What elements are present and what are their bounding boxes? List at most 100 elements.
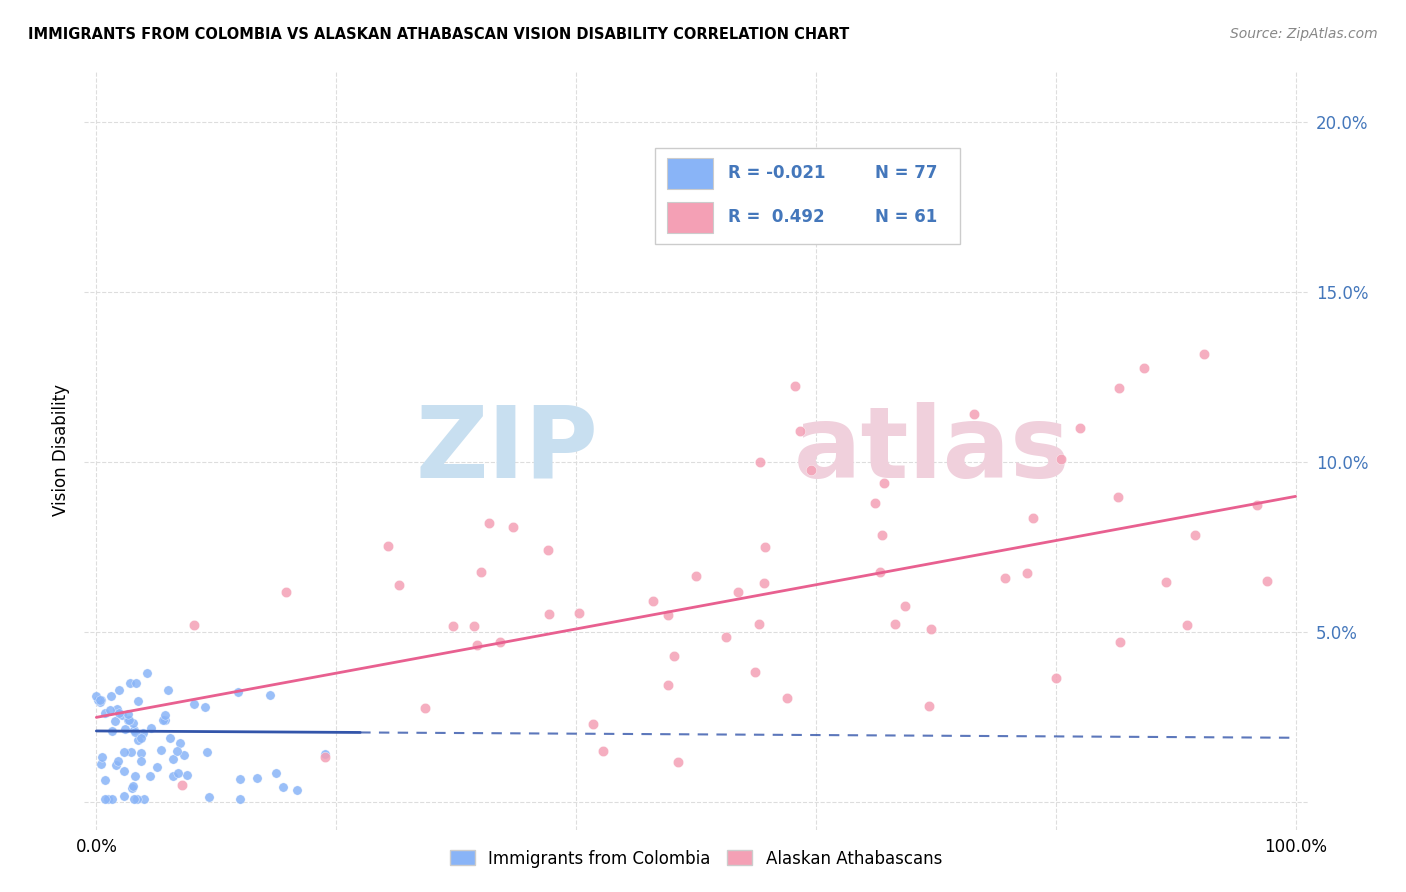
- Point: [963, 408, 986, 422]
- Point: [863, 496, 886, 510]
- Point: [127, 694, 149, 708]
- Point: [117, 706, 139, 721]
- Point: [124, 725, 146, 739]
- Point: [1154, 575, 1177, 590]
- Point: [198, 789, 221, 804]
- Point: [1108, 634, 1130, 648]
- Point: [685, 569, 707, 583]
- Point: [90, 756, 112, 771]
- Point: [259, 688, 281, 702]
- Point: [101, 723, 124, 738]
- Point: [112, 745, 135, 759]
- Point: [1184, 528, 1206, 542]
- Text: N = 61: N = 61: [875, 209, 938, 227]
- Point: [153, 713, 176, 727]
- Point: [159, 731, 181, 745]
- Point: [1108, 382, 1130, 396]
- Point: [752, 576, 775, 591]
- Point: [1022, 510, 1045, 524]
- Point: [136, 666, 159, 681]
- Point: [783, 378, 806, 392]
- Point: [118, 714, 141, 728]
- Point: [502, 520, 524, 534]
- Point: [97, 792, 120, 806]
- Point: [107, 706, 129, 721]
- Point: [1256, 574, 1278, 588]
- Point: [125, 676, 148, 690]
- Point: [727, 585, 749, 599]
- Y-axis label: Vision Disability: Vision Disability: [52, 384, 70, 516]
- Point: [920, 622, 942, 636]
- Point: [108, 683, 131, 698]
- Point: [91, 750, 114, 764]
- Point: [994, 571, 1017, 585]
- Point: [1069, 421, 1091, 435]
- Point: [125, 792, 148, 806]
- Point: [1177, 618, 1199, 632]
- Point: [129, 746, 152, 760]
- Point: [1045, 671, 1067, 685]
- Point: [872, 528, 894, 542]
- Point: [478, 516, 501, 530]
- Point: [228, 684, 250, 698]
- Point: [538, 607, 561, 622]
- Point: [800, 463, 823, 477]
- Point: [918, 698, 941, 713]
- Point: [94, 792, 117, 806]
- Point: [139, 769, 162, 783]
- Point: [121, 779, 143, 793]
- Point: [114, 722, 136, 736]
- Point: [169, 736, 191, 750]
- Point: [748, 616, 770, 631]
- Point: [183, 697, 205, 711]
- Point: [104, 757, 127, 772]
- Point: [271, 780, 294, 795]
- Point: [86, 689, 108, 703]
- Point: [592, 744, 614, 758]
- Point: [100, 689, 122, 703]
- Point: [1015, 566, 1038, 580]
- Point: [166, 744, 188, 758]
- Point: [662, 649, 685, 664]
- Point: [869, 565, 891, 579]
- Text: IMMIGRANTS FROM COLOMBIA VS ALASKAN ATHABASCAN VISION DISABILITY CORRELATION CHA: IMMIGRANTS FROM COLOMBIA VS ALASKAN ATHA…: [28, 27, 849, 42]
- Point: [463, 619, 485, 633]
- Point: [657, 608, 679, 623]
- Point: [111, 708, 134, 723]
- Point: [87, 693, 110, 707]
- Point: [789, 424, 811, 438]
- Text: ZIP: ZIP: [415, 402, 598, 499]
- Point: [122, 723, 145, 737]
- Point: [285, 783, 308, 797]
- Point: [657, 678, 679, 692]
- Point: [194, 700, 217, 714]
- Point: [894, 599, 917, 613]
- Point: [132, 792, 155, 806]
- Point: [89, 693, 111, 707]
- Point: [90, 693, 112, 707]
- Point: [377, 539, 399, 553]
- Point: [1246, 498, 1268, 512]
- Point: [873, 476, 896, 491]
- Point: [1194, 347, 1216, 361]
- Point: [129, 754, 152, 768]
- Point: [149, 743, 172, 757]
- Point: [229, 792, 252, 806]
- Point: [388, 577, 411, 591]
- Point: [94, 773, 117, 788]
- Point: [152, 713, 174, 727]
- Point: [246, 771, 269, 785]
- Point: [176, 768, 198, 782]
- Point: [173, 747, 195, 762]
- Point: [754, 541, 776, 555]
- Point: [117, 713, 139, 727]
- Point: [89, 695, 111, 709]
- Point: [536, 543, 558, 558]
- Point: [1107, 490, 1129, 504]
- Point: [122, 792, 145, 806]
- Point: [112, 789, 135, 804]
- Point: [489, 635, 512, 649]
- Text: N = 77: N = 77: [875, 164, 938, 182]
- Text: R =  0.492: R = 0.492: [728, 209, 825, 227]
- Point: [105, 702, 128, 716]
